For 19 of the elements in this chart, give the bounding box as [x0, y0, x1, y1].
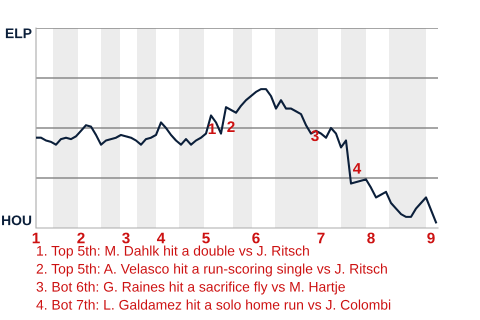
text: 2. Top 5th: A. Velasco hit a run-scoring single vs J. Ritsch — [36, 264, 387, 276]
annotation: 2 — [227, 121, 235, 132]
x-tick-label: 8 — [367, 232, 375, 244]
text: 4. Bot 7th: L. Galdamez hit a solo home run vs J. Colombi — [36, 300, 390, 310]
x-tick-label: 6 — [252, 232, 260, 244]
x-tick-label: 5 — [202, 232, 210, 244]
annotation: 1 — [208, 124, 216, 134]
text: ELP — [6, 28, 32, 38]
annotation: 3 — [311, 130, 319, 142]
x-tick-label: 4 — [156, 232, 166, 244]
x-tick-label: 2 — [77, 232, 85, 244]
annotation: 4 — [352, 163, 362, 174]
x-tick-label: 1 — [32, 232, 40, 244]
x-tick-label: 3 — [122, 232, 130, 244]
text: 3. Bot 6th: G. Raines hit a sacrifice fly vs M. Hartje — [36, 282, 345, 294]
x-tick-label: 9 — [427, 232, 435, 244]
text: HOU — [2, 215, 32, 226]
text: 1. Top 5th: M. Dahlk hit a double vs J. Ritsch — [37, 246, 309, 258]
x-tick-label: 7 — [317, 232, 325, 244]
